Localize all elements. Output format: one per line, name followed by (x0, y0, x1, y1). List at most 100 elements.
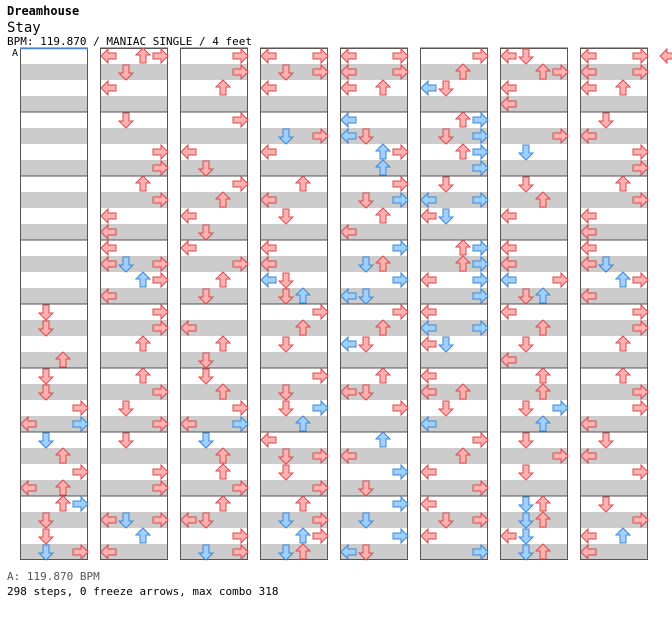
beat-stripe (100, 320, 168, 336)
down-arrow-note (277, 544, 295, 561)
right-arrow-note (232, 399, 249, 417)
right-arrow-note (392, 527, 409, 545)
beat-stripe (260, 320, 328, 336)
right-arrow-note (472, 543, 489, 561)
right-arrow-note (472, 127, 489, 145)
left-arrow-note (420, 79, 437, 97)
down-arrow-note (197, 160, 215, 177)
up-arrow-note (294, 319, 312, 336)
left-arrow-note (180, 319, 197, 337)
right-arrow-note (632, 63, 649, 81)
beat-stripe (420, 64, 488, 80)
beat-stripe (500, 416, 568, 432)
beat-stripe (580, 480, 648, 496)
up-arrow-note (534, 415, 552, 432)
left-arrow-note (340, 383, 357, 401)
beat-stripe (260, 480, 328, 496)
left-arrow-note (100, 239, 117, 257)
beat-stripe (100, 352, 168, 368)
beat-stripe (340, 448, 408, 464)
beat-stripe (20, 320, 88, 336)
up-arrow-note (214, 447, 232, 464)
up-arrow-note (614, 271, 632, 288)
beat-stripe (340, 320, 408, 336)
right-arrow-note (152, 511, 169, 529)
beat-stripe (580, 96, 648, 112)
beat-stripe (260, 224, 328, 240)
right-arrow-note (472, 47, 489, 65)
up-arrow-note (374, 143, 392, 160)
down-arrow-note (517, 48, 535, 65)
up-arrow-note (454, 383, 472, 400)
beat-stripe (340, 256, 408, 272)
left-arrow-note (420, 415, 437, 433)
left-arrow-note (500, 47, 517, 65)
up-arrow-note (454, 255, 472, 272)
beat-stripe (420, 192, 488, 208)
left-arrow-note (340, 79, 357, 97)
beat-stripe (20, 192, 88, 208)
beat-stripe (340, 512, 408, 528)
left-arrow-note (580, 287, 597, 305)
beat-stripe (260, 96, 328, 112)
right-arrow-note (632, 303, 649, 321)
right-arrow-note (152, 303, 169, 321)
left-arrow-note (580, 63, 597, 81)
beat-stripe (180, 96, 248, 112)
left-arrow-note (340, 223, 357, 241)
right-arrow-note (472, 239, 489, 257)
right-arrow-note (152, 319, 169, 337)
left-arrow-note (340, 127, 357, 145)
right-arrow-note (472, 191, 489, 209)
right-arrow-note (152, 271, 169, 289)
down-arrow-note (37, 320, 55, 337)
left-arrow-note (580, 127, 597, 145)
up-arrow-note (534, 319, 552, 336)
right-arrow-note (392, 239, 409, 257)
column-frame (340, 48, 408, 560)
beat-stripe (580, 160, 648, 176)
left-arrow-note (340, 287, 357, 305)
left-arrow-note (420, 527, 437, 545)
beat-stripe (20, 160, 88, 176)
left-arrow-note (420, 207, 437, 225)
right-arrow-note (632, 191, 649, 209)
right-arrow-note (552, 63, 569, 81)
right-arrow-note (312, 479, 329, 497)
up-arrow-note (214, 271, 232, 288)
down-arrow-note (117, 112, 135, 129)
up-arrow-note (374, 255, 392, 272)
down-arrow-note (277, 400, 295, 417)
up-arrow-note (534, 543, 552, 560)
up-arrow-note (294, 527, 312, 544)
right-arrow-note (312, 527, 329, 545)
right-arrow-note (72, 543, 89, 561)
up-arrow-note (534, 191, 552, 208)
right-arrow-note (392, 175, 409, 193)
left-arrow-note (100, 223, 117, 241)
beat-stripe (420, 544, 488, 560)
beat-stripe (180, 256, 248, 272)
up-arrow-note (374, 159, 392, 176)
right-arrow-note (632, 271, 649, 289)
up-arrow-note (294, 287, 312, 304)
up-arrow-note (134, 271, 152, 288)
beat-stripe (180, 480, 248, 496)
down-arrow-note (517, 464, 535, 481)
beat-stripe (500, 160, 568, 176)
right-arrow-note (472, 287, 489, 305)
beat-stripe (180, 320, 248, 336)
right-arrow-note (552, 447, 569, 465)
left-arrow-note (580, 207, 597, 225)
beat-stripe (580, 352, 648, 368)
column-frame (420, 48, 488, 560)
left-arrow-note (580, 415, 597, 433)
up-arrow-note (534, 383, 552, 400)
beat-stripe (420, 320, 488, 336)
down-arrow-note (277, 288, 295, 305)
beat-stripe (500, 96, 568, 112)
down-arrow-note (357, 384, 375, 401)
right-arrow-note (232, 111, 249, 129)
beat-stripe (580, 544, 648, 560)
beat-stripe (580, 128, 648, 144)
